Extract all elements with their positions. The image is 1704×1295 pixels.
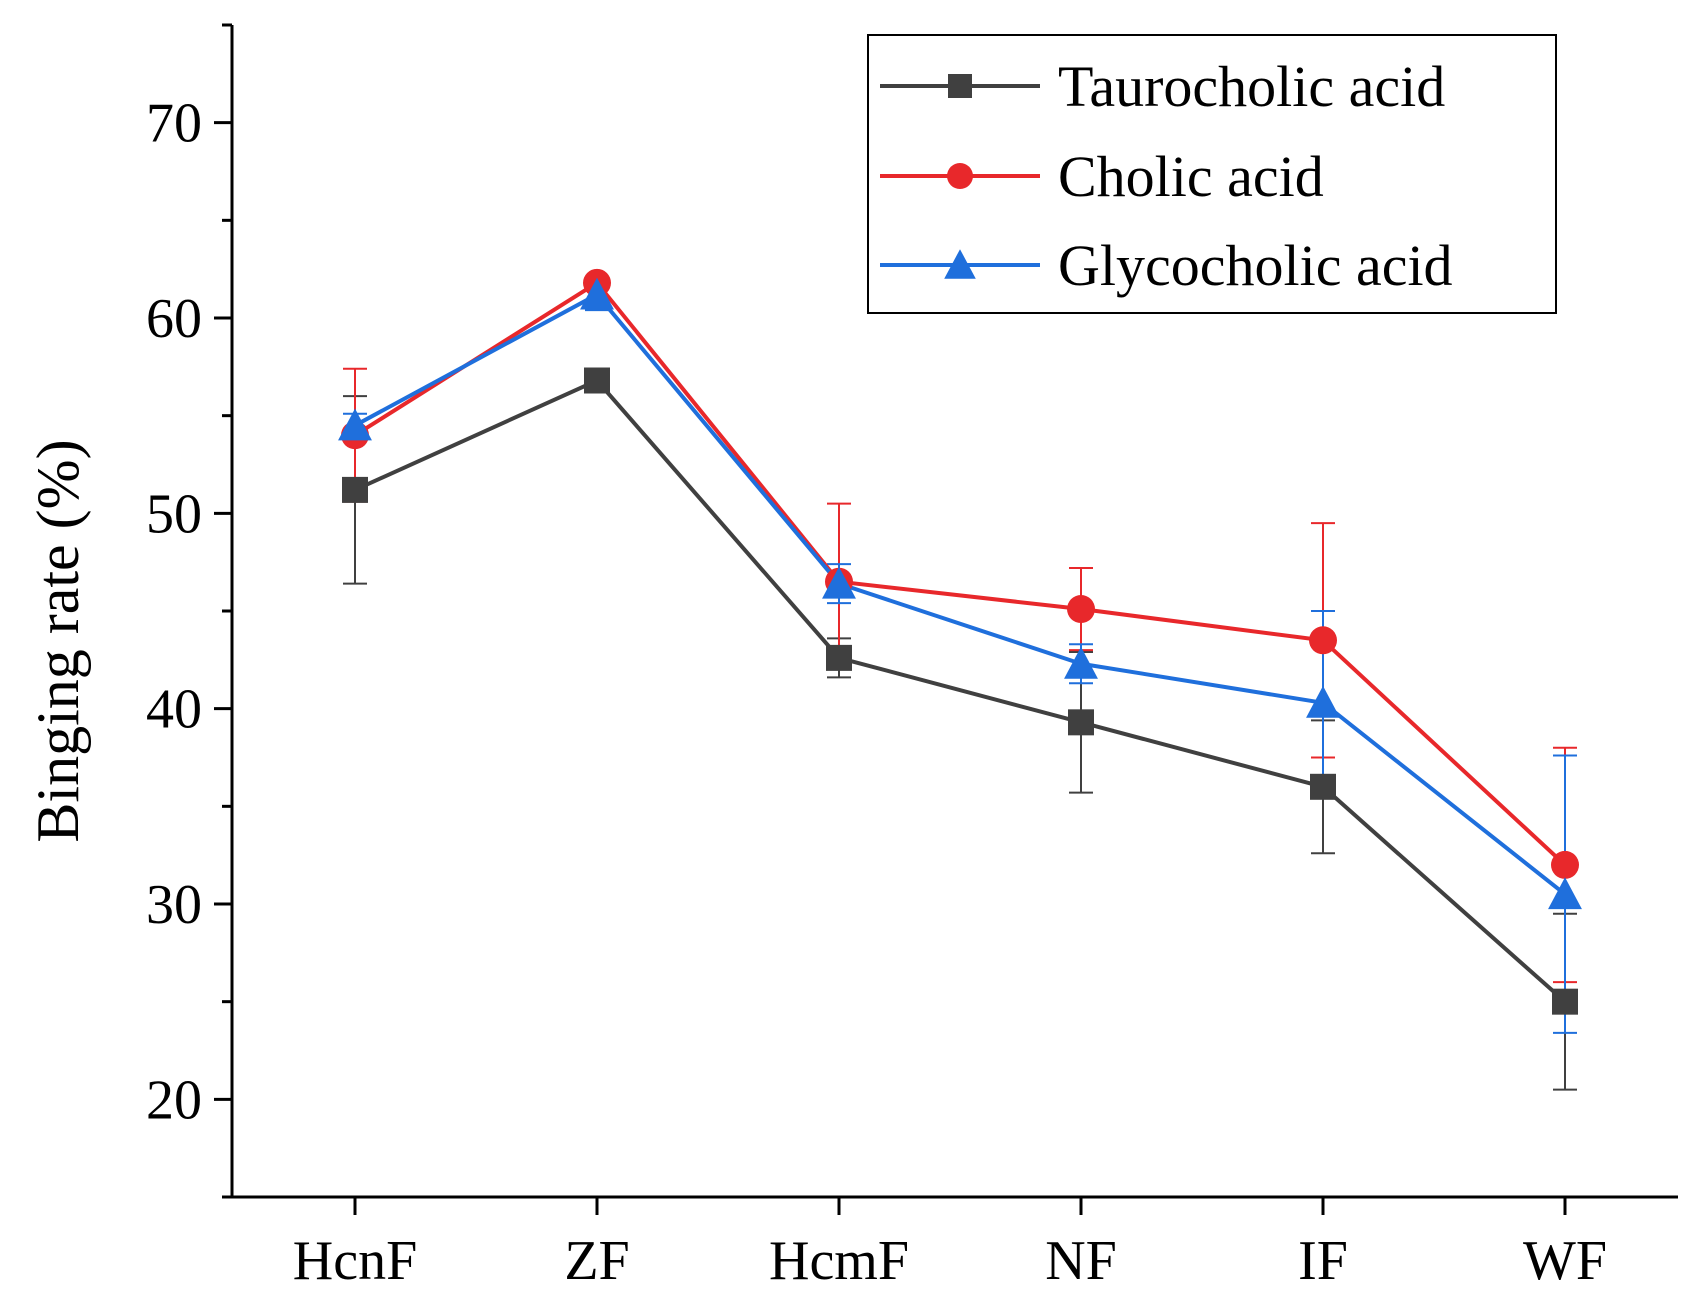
legend-item: Glycocholic acid <box>880 233 1453 298</box>
legend-items: Taurocholic acid Cholic acid Glycocholic a… <box>880 54 1453 298</box>
series-line <box>354 378 1567 1004</box>
x-tick-label: NF <box>1045 1230 1117 1292</box>
data-point <box>822 566 856 599</box>
data-point <box>338 408 372 441</box>
y-tick-label: 70 <box>146 93 202 155</box>
legend-label: Cholic acid <box>1058 144 1324 209</box>
x-tick-label: HcmF <box>769 1230 909 1292</box>
legend-marker <box>947 163 973 189</box>
y-tick-label: 60 <box>146 288 202 350</box>
data-markers <box>338 268 1582 1015</box>
data-point <box>1551 850 1579 879</box>
y-tick-label: 40 <box>146 679 202 741</box>
legend-label: Taurocholic acid <box>1058 54 1445 119</box>
legend-marker <box>944 249 976 279</box>
x-tick-label: HcnF <box>293 1230 417 1292</box>
data-point <box>1306 685 1340 718</box>
y-axis-title: Binging rate (%) <box>25 439 91 842</box>
legend-label: Glycocholic acid <box>1058 233 1453 298</box>
data-point <box>1548 877 1582 910</box>
y-ticks: 20 30 40 50 60 70 <box>146 23 232 1199</box>
data-point <box>342 476 368 503</box>
x-tick-label: WF <box>1523 1230 1607 1292</box>
data-point <box>1309 626 1337 655</box>
error-bars <box>343 275 1577 1091</box>
data-point <box>1310 773 1336 800</box>
series-line <box>353 280 1567 867</box>
x-tick-label: ZF <box>564 1230 629 1292</box>
series-line <box>354 292 1567 896</box>
x-ticks: HcnF ZF HcmF NF IF WF <box>293 1197 1607 1292</box>
series-lines <box>353 280 1567 1004</box>
plot-area: 20 30 40 50 60 70 HcnF ZF HcmF NF IF WF <box>146 23 1678 1292</box>
data-point <box>584 367 610 394</box>
legend-marker <box>948 74 972 98</box>
legend-item: Taurocholic acid <box>880 54 1445 119</box>
data-point <box>1068 709 1094 736</box>
data-point <box>1552 988 1578 1015</box>
y-tick-label: 30 <box>146 874 202 936</box>
legend-item: Cholic acid <box>880 144 1324 209</box>
data-point <box>1064 646 1098 679</box>
data-point <box>1067 595 1095 624</box>
data-point <box>580 277 614 310</box>
legend: Taurocholic acid Cholic acid Glycocholic a… <box>867 34 1557 314</box>
data-point <box>826 644 852 671</box>
y-tick-label: 20 <box>146 1069 202 1131</box>
y-tick-label: 50 <box>146 483 202 545</box>
x-tick-label: IF <box>1298 1230 1348 1292</box>
